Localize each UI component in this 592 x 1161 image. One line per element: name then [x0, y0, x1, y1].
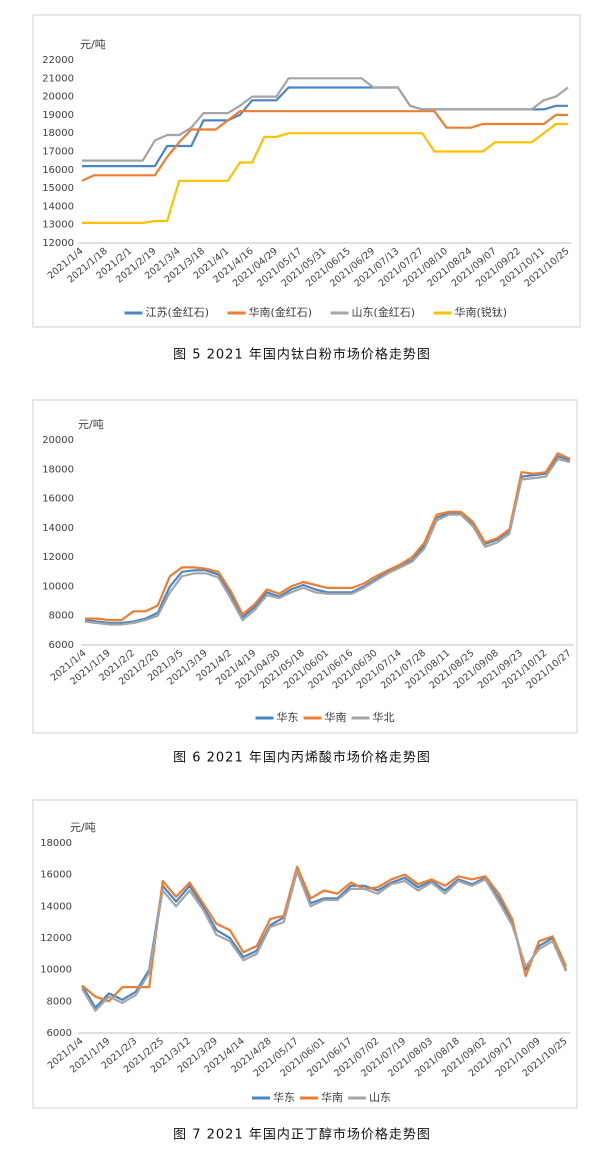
y-tick-label: 16000: [40, 870, 72, 881]
y-tick-label: 16000: [42, 165, 74, 176]
chart-frame: [32, 14, 581, 328]
y-tick-label: 14000: [42, 523, 74, 534]
y-tick-label: 14000: [40, 901, 72, 912]
y-tick-label: 18000: [42, 464, 74, 475]
y-tick-label: 17000: [42, 147, 74, 158]
series-line: [81, 870, 568, 1012]
y-tick-label: 18000: [42, 128, 74, 139]
axis-unit: 元/吨: [70, 821, 96, 834]
axis-unit: 元/吨: [78, 418, 104, 431]
figure-caption: 图 6 2021 年国内丙烯酸市场价格走势图: [173, 750, 431, 766]
y-tick-label: 10000: [42, 581, 74, 592]
figure-caption: 图 5 2021 年国内钛白粉市场价格走势图: [173, 347, 431, 363]
y-tick-label: 6000: [47, 1028, 72, 1039]
series-line: [84, 457, 571, 626]
legend-label: 华南: [321, 1090, 343, 1104]
y-tick-label: 8000: [47, 996, 72, 1007]
chart-frame: [32, 399, 578, 734]
figure-caption: 图 7 2021 年国内正丁醇市场价格走势图: [173, 1127, 431, 1143]
y-tick-label: 16000: [42, 494, 74, 505]
y-tick-label: 8000: [49, 611, 74, 622]
legend-label: 华南(金红石): [249, 305, 313, 319]
y-tick-label: 12000: [42, 552, 74, 563]
y-tick-label: 22000: [42, 55, 74, 66]
legend-label: 华南(锐钛): [455, 305, 508, 319]
series-line: [81, 865, 568, 1003]
series-line: [84, 455, 571, 625]
y-tick-label: 12000: [40, 933, 72, 944]
y-tick-label: 13000: [42, 220, 74, 231]
series-line: [82, 86, 568, 168]
legend-label: 华东: [273, 1090, 295, 1104]
series-line: [81, 110, 568, 182]
axis-unit: 元/吨: [80, 38, 106, 51]
y-tick-label: 12000: [42, 238, 74, 249]
series-line: [85, 452, 571, 622]
series-line: [82, 77, 569, 162]
legend-label: 山东(金红石): [352, 305, 416, 319]
y-tick-label: 20000: [42, 92, 74, 103]
legend-label: 江苏(金红石): [146, 305, 210, 319]
series-line: [82, 122, 568, 224]
y-tick-label: 10000: [40, 965, 72, 976]
y-tick-label: 14000: [42, 201, 74, 212]
y-tick-label: 20000: [42, 435, 74, 446]
y-tick-label: 18000: [40, 838, 72, 849]
legend-label: 华东: [277, 710, 299, 724]
legend-label: 山东: [369, 1091, 391, 1104]
y-tick-label: 21000: [42, 73, 74, 84]
chart-frame: [32, 799, 578, 1109]
legend-label: 华北: [373, 710, 395, 724]
y-tick-label: 6000: [49, 640, 74, 651]
legend-label: 华南: [325, 710, 347, 724]
y-tick-label: 15000: [42, 183, 74, 194]
y-tick-label: 19000: [42, 110, 74, 121]
